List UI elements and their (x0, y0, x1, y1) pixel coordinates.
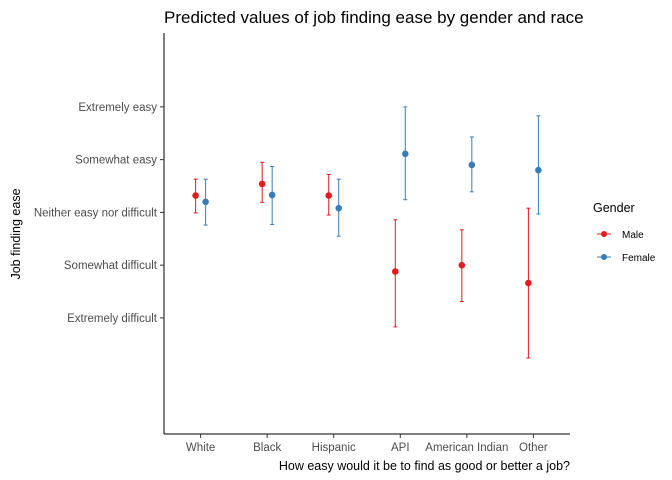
y-axis-ticks: Extremely difficult Somewhat difficult Nei… (34, 102, 164, 325)
chart-title: Predicted values of job finding ease by … (164, 8, 584, 27)
legend-item-male: Male (597, 230, 644, 241)
y-tick-label: Neither easy nor difficult (34, 207, 158, 219)
legend-label: Male (622, 230, 644, 241)
legend-key-point (601, 231, 607, 237)
series-layer (192, 106, 542, 359)
data-point (335, 204, 343, 212)
data-point (258, 180, 266, 188)
legend: Gender Male Female (593, 201, 656, 264)
data-point (525, 279, 532, 287)
x-tick-label: Black (253, 442, 281, 454)
data-point (202, 198, 209, 206)
x-axis-ticks: White Black Hispanic API American Indian Othe… (186, 434, 548, 454)
x-tick-label: Hispanic (312, 442, 356, 454)
data-point (468, 161, 476, 169)
y-tick-label: Extremely easy (78, 102, 157, 114)
x-tick-label: American Indian (425, 442, 508, 454)
legend-key-point (601, 254, 607, 260)
data-point (458, 261, 466, 269)
y-tick-label: Extremely difficult (67, 313, 158, 325)
series-female (202, 106, 542, 237)
series-male (192, 161, 532, 359)
data-point (325, 192, 333, 199)
data-point (535, 166, 542, 174)
data-point (401, 150, 409, 158)
data-point (192, 192, 199, 199)
x-axis-title: How easy would it be to find as good or … (279, 459, 570, 473)
axes (163, 33, 570, 435)
x-tick-label: White (186, 442, 215, 454)
legend-title: Gender (593, 201, 635, 215)
y-axis-title: Job finding ease (9, 188, 23, 279)
data-point (268, 191, 276, 199)
y-tick-label: Somewhat easy (75, 155, 157, 167)
x-tick-label: API (391, 442, 410, 454)
data-point (391, 268, 399, 275)
legend-item-female: Female (597, 253, 656, 264)
y-tick-label: Somewhat difficult (64, 260, 158, 272)
legend-label: Female (622, 253, 656, 264)
x-tick-label: Other (519, 442, 548, 454)
